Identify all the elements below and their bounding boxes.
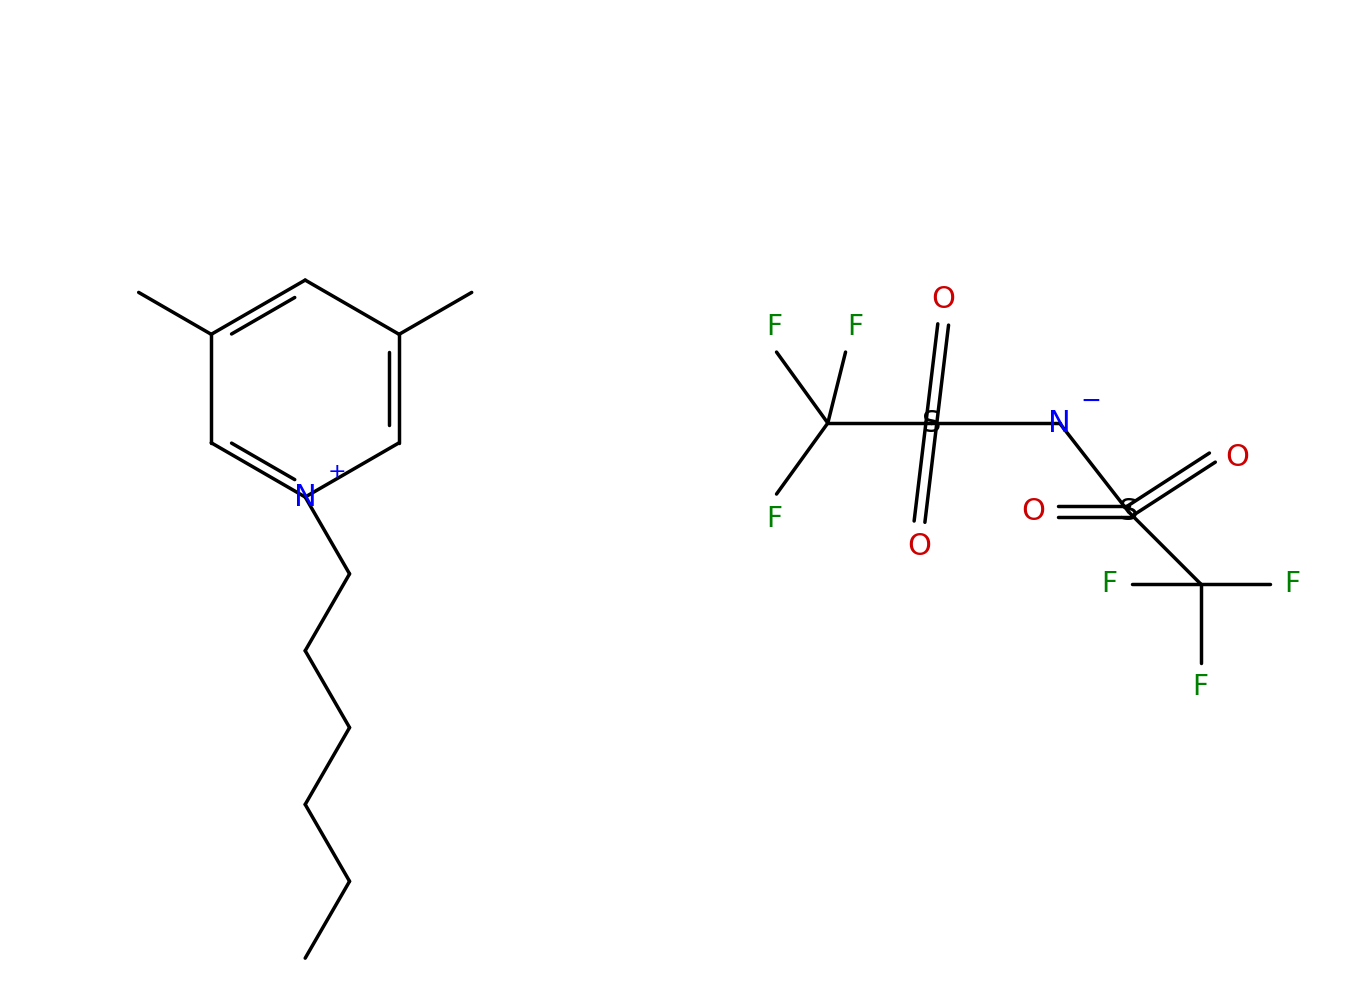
Text: F: F [1284,570,1301,598]
Text: N: N [1048,409,1071,438]
Text: O: O [1021,498,1045,526]
Text: S: S [1119,498,1138,526]
Text: N: N [293,483,316,511]
Text: F: F [1193,673,1209,701]
Text: +: + [327,463,346,483]
Text: O: O [1225,443,1250,472]
Text: F: F [1100,570,1116,598]
Text: S: S [921,409,941,438]
Text: F: F [767,313,783,341]
Text: −: − [1080,390,1102,414]
Text: F: F [847,313,863,341]
Text: F: F [767,504,783,532]
Text: O: O [931,285,955,314]
Text: O: O [908,531,932,561]
